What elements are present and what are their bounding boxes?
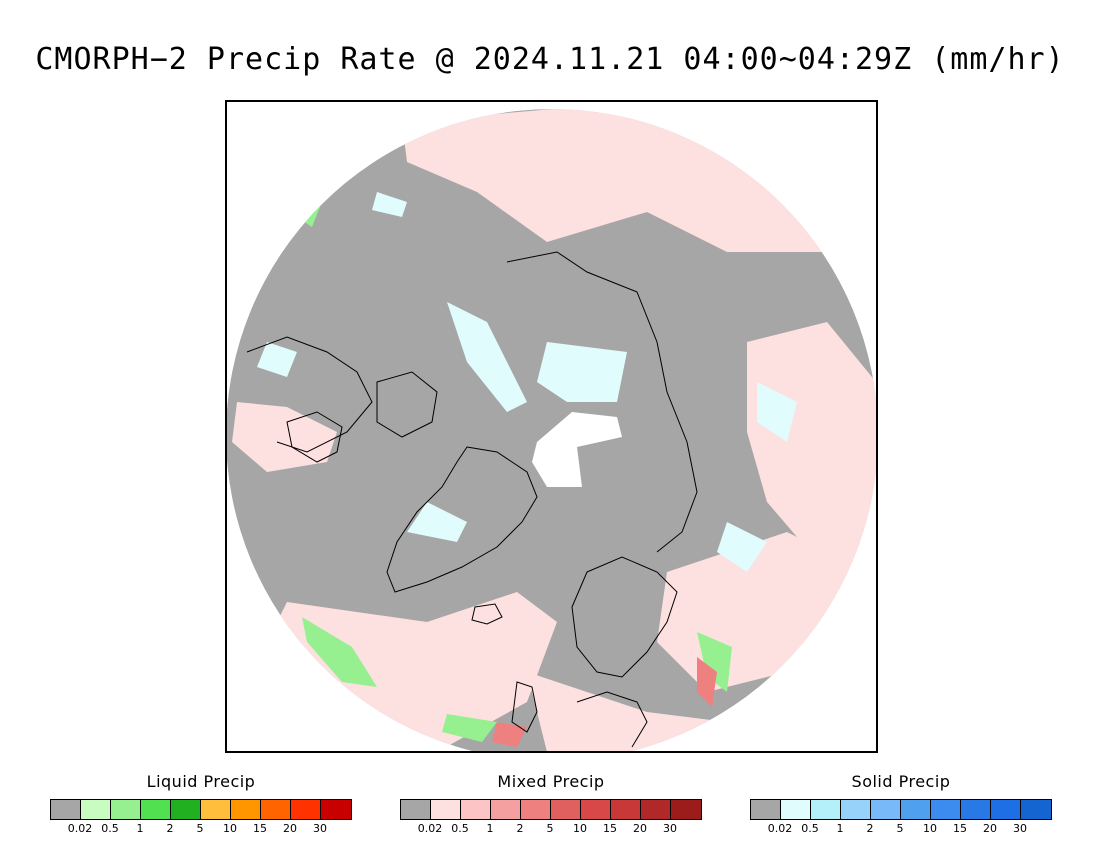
- solid-precip-areas: [257, 192, 797, 572]
- tick-label: 10: [573, 822, 587, 835]
- scandinavia-coast: [571, 556, 678, 678]
- tick-label: 1: [136, 822, 144, 835]
- legend-liquid: Liquid Precip 0.02 0.5 1 2 5 10 15 20 30: [50, 772, 352, 842]
- greenland-coast: [386, 446, 538, 593]
- legend-title: Solid Precip: [851, 772, 951, 791]
- tick-label: 0.02: [767, 822, 793, 835]
- tick-labels: 0.02 0.5 1 2 5 10 15 20 30: [750, 820, 1052, 836]
- tick-label: 0.5: [801, 822, 819, 835]
- tick-label: 1: [486, 822, 494, 835]
- british-isles-coast: [511, 681, 538, 733]
- color-swatch: [751, 800, 781, 819]
- canadian-archipelago: [376, 371, 438, 438]
- color-swatch: [871, 800, 901, 819]
- tick-label: 5: [896, 822, 904, 835]
- color-swatch: [291, 800, 321, 819]
- color-swatch: [521, 800, 551, 819]
- tick-labels: 0.02 0.5 1 2 5 10 15 20 30: [50, 820, 352, 836]
- color-swatch: [991, 800, 1021, 819]
- color-swatch: [931, 800, 961, 819]
- color-swatch: [51, 800, 81, 819]
- legend-title: Mixed Precip: [497, 772, 605, 791]
- color-swatch: [641, 800, 671, 819]
- alaska-coast: [246, 336, 373, 453]
- color-swatch: [461, 800, 491, 819]
- tick-label: 0.5: [451, 822, 469, 835]
- color-swatch: [781, 800, 811, 819]
- hudson-bay-coast: [286, 411, 343, 463]
- europe-coast: [576, 691, 648, 748]
- color-swatch: [321, 800, 351, 819]
- tick-label: 0.02: [67, 822, 93, 835]
- tick-label: 20: [633, 822, 647, 835]
- color-swatch: [111, 800, 141, 819]
- legend-mixed: Mixed Precip 0.02 0.5 1 2 5 10 15 20 30: [400, 772, 702, 842]
- color-swatch: [1021, 800, 1051, 819]
- color-swatch: [581, 800, 611, 819]
- color-swatch: [401, 800, 431, 819]
- polar-data-gap: [532, 412, 622, 487]
- polar-map: [227, 109, 876, 751]
- tick-label: 15: [253, 822, 267, 835]
- siberia-coast: [506, 251, 698, 553]
- color-swatch: [231, 800, 261, 819]
- mixed-heavy-areas: [492, 657, 717, 747]
- tick-label: 5: [196, 822, 204, 835]
- map-frame: [225, 100, 878, 753]
- tick-label: 15: [953, 822, 967, 835]
- tick-label: 1: [836, 822, 844, 835]
- tick-label: 10: [223, 822, 237, 835]
- iceland-coast: [471, 603, 503, 625]
- color-swatch: [261, 800, 291, 819]
- color-swatch: [611, 800, 641, 819]
- color-bar: [750, 799, 1052, 820]
- chart-title: CMORPH−2 Precip Rate @ 2024.11.21 04:00~…: [35, 42, 1065, 77]
- legend-solid: Solid Precip 0.02 0.5 1 2 5 10 15 20 30: [750, 772, 1052, 842]
- tick-label: 5: [546, 822, 554, 835]
- color-swatch: [171, 800, 201, 819]
- coastlines: [246, 251, 698, 748]
- color-swatch: [431, 800, 461, 819]
- color-swatch: [491, 800, 521, 819]
- legend-title: Liquid Precip: [146, 772, 256, 791]
- tick-label: 20: [983, 822, 997, 835]
- tick-label: 0.02: [417, 822, 443, 835]
- tick-label: 30: [1013, 822, 1027, 835]
- tick-labels: 0.02 0.5 1 2 5 10 15 20 30: [400, 820, 702, 836]
- tick-label: 10: [923, 822, 937, 835]
- tick-label: 15: [603, 822, 617, 835]
- tick-label: 2: [866, 822, 874, 835]
- color-swatch: [811, 800, 841, 819]
- color-bar: [50, 799, 352, 820]
- color-swatch: [201, 800, 231, 819]
- color-swatch: [81, 800, 111, 819]
- color-bar: [400, 799, 702, 820]
- color-swatch: [961, 800, 991, 819]
- tick-label: 2: [166, 822, 174, 835]
- color-swatch: [551, 800, 581, 819]
- color-swatch: [841, 800, 871, 819]
- color-swatch: [901, 800, 931, 819]
- tick-label: 30: [313, 822, 327, 835]
- color-swatch: [671, 800, 701, 819]
- tick-label: 0.5: [101, 822, 119, 835]
- tick-label: 20: [283, 822, 297, 835]
- tick-label: 2: [516, 822, 524, 835]
- tick-label: 30: [663, 822, 677, 835]
- color-swatch: [141, 800, 171, 819]
